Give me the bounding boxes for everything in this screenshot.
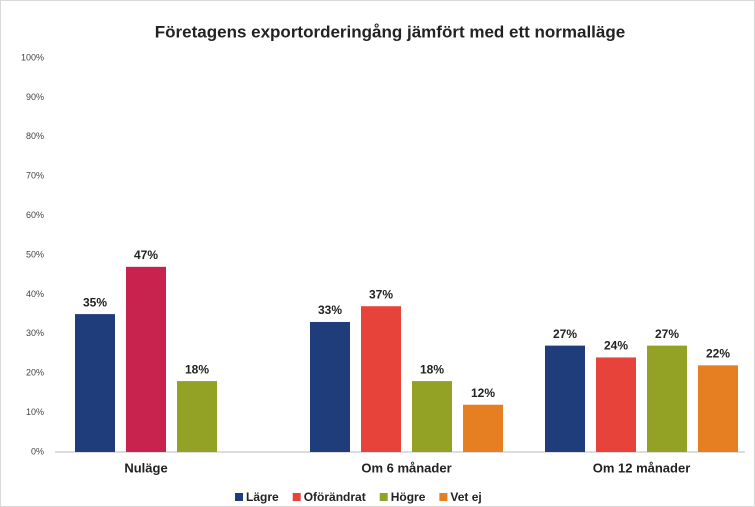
data-label: 47%: [134, 248, 158, 262]
y-tick-label: 40%: [26, 289, 44, 299]
data-label: 33%: [318, 303, 342, 317]
bar: [75, 314, 115, 452]
x-tick-label: Nuläge: [124, 460, 167, 475]
bar: [361, 306, 401, 452]
y-tick-label: 60%: [26, 210, 44, 220]
data-label: 12%: [471, 386, 495, 400]
data-label: 35%: [83, 295, 107, 309]
data-label: 18%: [420, 362, 444, 376]
y-tick-label: 50%: [26, 249, 44, 259]
y-tick-label: 30%: [26, 328, 44, 338]
x-tick-label: Om 6 månader: [361, 460, 451, 475]
y-tick-label: 80%: [26, 131, 44, 141]
legend-swatch: [439, 493, 448, 501]
data-label: 27%: [655, 327, 679, 341]
data-label: 22%: [706, 346, 730, 360]
bar: [310, 321, 350, 452]
y-tick-label: 10%: [26, 407, 44, 417]
data-label: 24%: [604, 339, 628, 353]
bar: [126, 266, 166, 452]
y-tick-label: 70%: [26, 171, 44, 181]
bar: [177, 381, 217, 452]
chart-title: Företagens exportorderingång jämfört med…: [155, 22, 625, 41]
y-tick-label: 90%: [26, 92, 44, 102]
y-tick-label: 0%: [31, 446, 44, 456]
legend-label: Lägre: [246, 490, 279, 504]
legend-swatch: [292, 493, 301, 501]
data-label: 37%: [369, 287, 393, 301]
bar: [647, 345, 687, 452]
y-tick-label: 100%: [21, 52, 44, 62]
bar: [545, 345, 585, 452]
bar: [412, 381, 452, 452]
legend-label: Högre: [391, 490, 426, 504]
data-label: 27%: [553, 327, 577, 341]
legend-label: Oförändrat: [304, 490, 366, 504]
x-tick-label: Om 12 månader: [593, 460, 691, 475]
bar: [596, 357, 636, 452]
legend-swatch: [379, 493, 388, 501]
bar: [463, 404, 503, 452]
bar: [698, 365, 738, 452]
y-tick-label: 20%: [26, 368, 44, 378]
data-label: 18%: [185, 362, 209, 376]
legend-swatch: [235, 493, 243, 501]
legend-label: Vet ej: [450, 490, 481, 504]
